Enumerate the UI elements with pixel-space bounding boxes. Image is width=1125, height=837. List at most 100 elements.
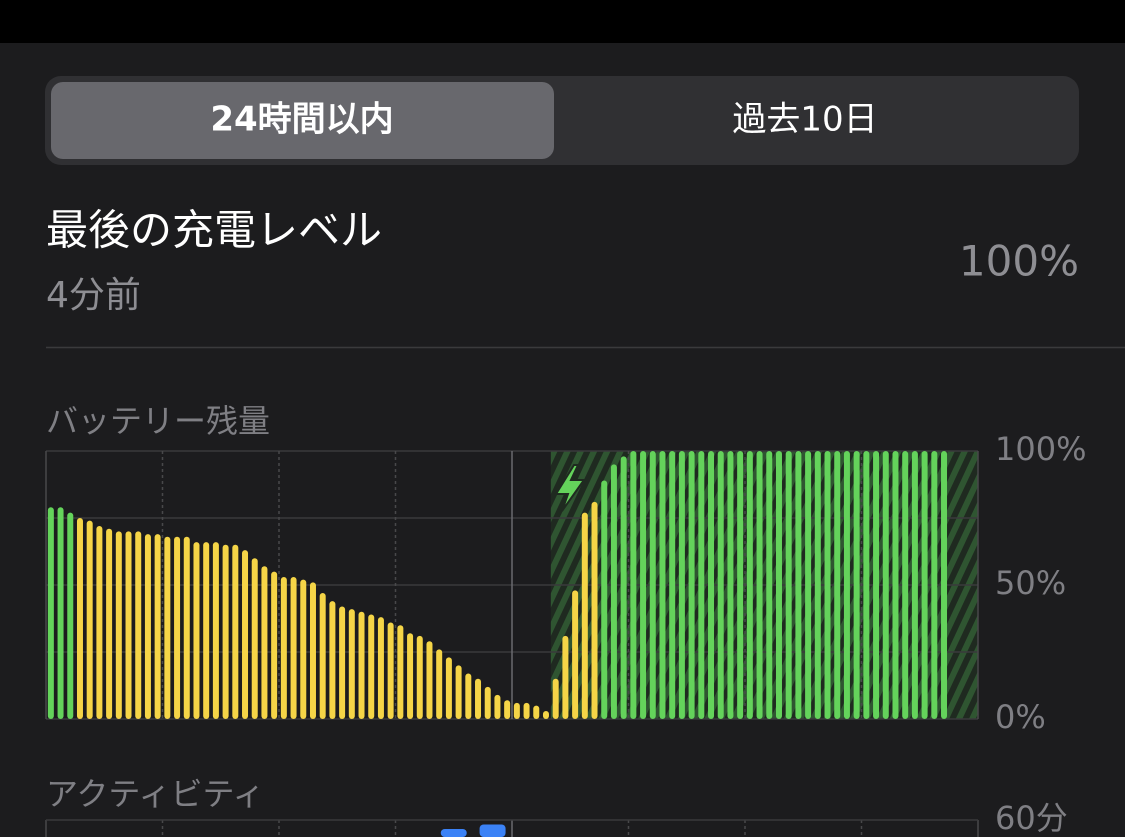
battery-bar [630,451,637,719]
battery-bar [465,673,472,719]
battery-bar [824,451,831,719]
battery-bar [232,544,239,719]
y-tick-label: 60分 [995,799,1068,837]
battery-bar [659,451,666,719]
battery-bar [746,451,753,719]
battery-bar [775,451,782,719]
battery-bar [601,480,608,719]
battery-bar [591,501,598,719]
battery-bar [445,657,452,719]
battery-bar [640,451,647,719]
battery-bar [795,451,802,719]
battery-bar [513,702,520,719]
battery-bar [814,451,821,719]
battery-bar [756,451,763,719]
battery-bar [426,641,433,719]
battery-bar [698,451,705,719]
battery-bar [902,451,909,719]
last-charge-time: 4分前 [46,275,141,316]
battery-bar [649,451,656,719]
y-tick-label: 100% [995,430,1086,468]
battery-bar [76,518,83,719]
battery-bar [174,536,181,719]
battery-bar [368,614,375,719]
battery-bar [708,451,715,719]
battery-bar [552,678,559,719]
battery-bar [96,526,103,719]
segment-label[interactable]: 24時間以内 [210,100,393,140]
battery-bar [581,512,588,719]
battery-bar [766,451,773,719]
battery-bar [377,617,384,719]
battery-bar [911,451,918,719]
battery-bar [688,451,695,719]
battery-bar [620,456,627,719]
battery-bar [455,665,462,719]
battery-bar [261,566,268,719]
y-tick-label: 0% [995,698,1046,736]
battery-bar [407,633,414,719]
battery-bar [504,700,511,719]
battery-bar [436,649,443,719]
status-bar [0,0,1125,43]
battery-bar [348,609,355,719]
battery-bar [300,579,307,719]
battery-bar [921,451,928,719]
battery-bar [222,544,229,719]
battery-bar [931,451,938,719]
battery-bar [251,558,258,719]
battery-bar [853,451,860,719]
battery-bar [669,451,676,719]
battery-bar [843,451,850,719]
battery-bar [154,534,161,719]
battery-bar [67,512,74,719]
battery-bar [242,550,249,719]
battery-bar [678,451,685,719]
battery-bar [164,536,171,719]
battery-bar [309,582,316,719]
segment-label[interactable]: 過去10日 [732,100,877,140]
battery-bar [183,536,190,719]
battery-bar [416,635,423,719]
battery-bar [135,531,142,719]
battery-bar [805,451,812,719]
charging-icon [554,464,586,512]
battery-bar [494,694,501,719]
battery-bar [271,571,278,719]
battery-bar [47,507,54,719]
activity-bar [440,829,467,837]
battery-bar [397,625,404,719]
activity-title: アクティビティ [46,775,265,813]
battery-bar [144,534,151,719]
battery-bar [193,542,200,719]
battery-bar [484,686,491,719]
battery-bar [203,542,210,719]
activity-bar [479,824,506,837]
battery-bar [329,601,336,719]
battery-bar [785,451,792,719]
battery-bar [542,710,549,719]
segment-selected[interactable] [51,82,554,159]
battery-title: バッテリー残量 [46,402,270,440]
last-charge-value: 100% [959,237,1079,286]
battery-bar [834,451,841,719]
battery-bar [892,451,899,719]
battery-bar [125,531,132,719]
battery-bar [562,635,569,719]
battery-bar [212,542,219,719]
battery-bar [106,528,113,719]
battery-bar [610,464,617,719]
battery-bar [358,611,365,719]
battery-bar [882,451,889,719]
battery-bar [115,531,122,719]
battery-bar [339,606,346,719]
battery-bar [863,451,870,719]
last-charge-title: 最後の充電レベル [46,206,382,255]
battery-bar [533,705,540,719]
battery-bar [941,451,948,719]
battery-bar [86,520,93,719]
battery-bar [290,576,297,719]
battery-bar [572,590,579,719]
